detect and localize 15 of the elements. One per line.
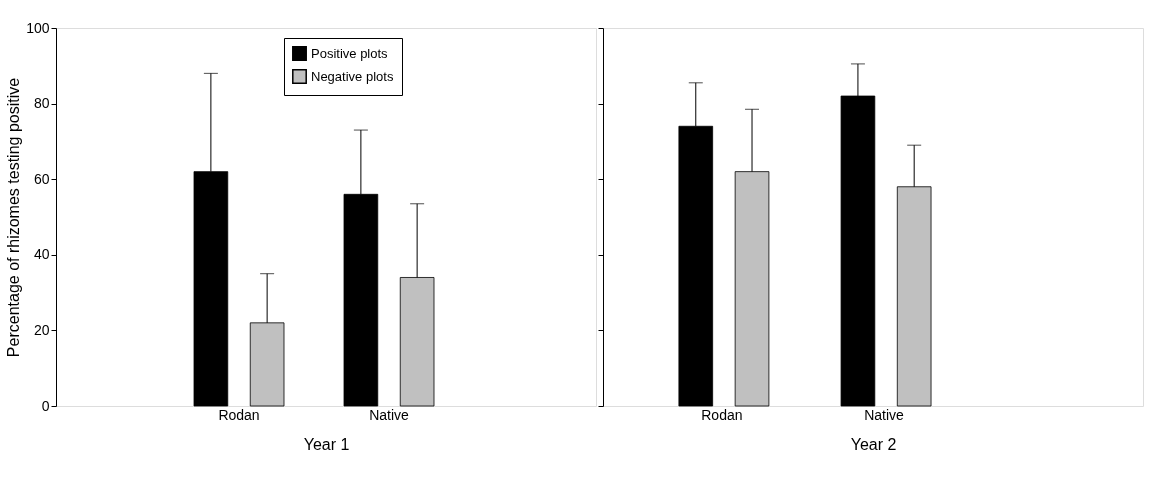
- y-tick-label: 20: [33, 321, 50, 338]
- y-tick-label: 100: [26, 19, 50, 36]
- y-tick-label: 40: [33, 246, 50, 263]
- y-tick-label: 60: [33, 170, 50, 187]
- x-axis-title: Year 1: [303, 435, 350, 453]
- y-tick-label: 80: [33, 95, 50, 112]
- legend-label: Positive plots: [311, 45, 389, 61]
- legend-label: Negative plots: [311, 68, 394, 84]
- x-tick-label: Native: [369, 406, 410, 423]
- y-tick-label: 0: [41, 397, 50, 414]
- y-axis-title: Percentage of rhizomes testing positive: [5, 77, 23, 358]
- x-axis-title: Year 2: [850, 435, 897, 453]
- x-tick-label: Native: [864, 406, 905, 423]
- x-tick-label: Rodan: [218, 406, 260, 423]
- x-tick-label: Rodan: [701, 406, 743, 423]
